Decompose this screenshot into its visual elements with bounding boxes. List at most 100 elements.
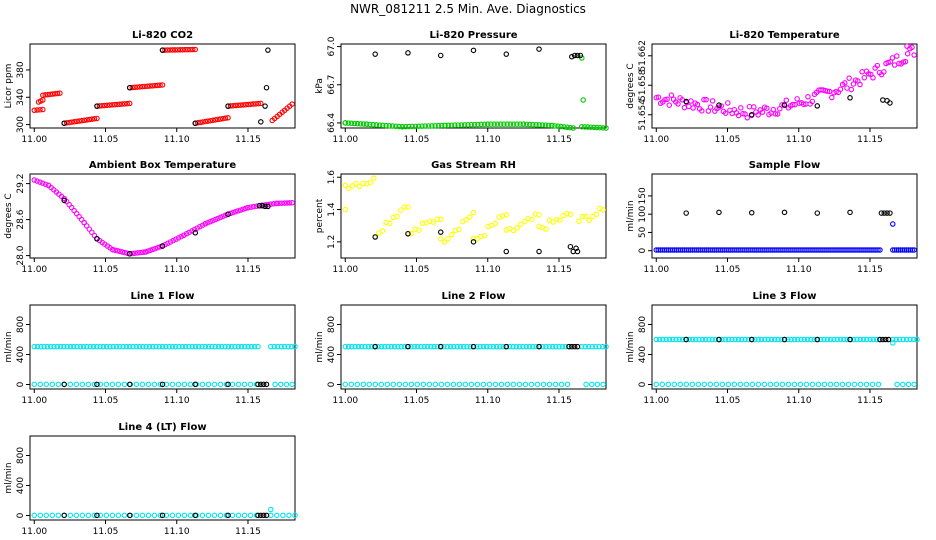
y-axis-label: Licor ppm <box>4 64 14 109</box>
data-point <box>909 247 915 253</box>
data-point <box>217 512 224 519</box>
data-point <box>701 381 708 388</box>
data-point <box>248 343 255 350</box>
data-point <box>716 102 722 108</box>
data-point <box>847 209 853 216</box>
data-point <box>401 343 408 350</box>
data-point <box>570 125 576 131</box>
data-point <box>517 121 523 127</box>
data-point <box>437 216 444 223</box>
data-point <box>197 119 204 126</box>
data-point <box>176 343 182 350</box>
data-point <box>408 343 414 350</box>
data-point <box>468 121 475 128</box>
data-point <box>147 83 153 89</box>
data-point <box>284 200 290 206</box>
data-point <box>464 343 470 350</box>
data-point <box>722 336 729 343</box>
data-point <box>779 102 785 108</box>
y-tick-label: 800 <box>16 316 26 333</box>
data-point <box>195 343 202 350</box>
data-point <box>702 336 709 343</box>
data-point <box>600 125 606 131</box>
data-point <box>192 230 199 236</box>
data-point <box>250 101 256 107</box>
data-point <box>67 343 74 350</box>
data-point <box>478 233 484 240</box>
data-point <box>534 381 541 388</box>
data-point <box>804 336 811 343</box>
data-point <box>774 111 781 117</box>
data-point <box>386 123 393 129</box>
data-point <box>510 343 516 350</box>
data-point <box>241 381 248 388</box>
data-point <box>600 381 606 388</box>
data-point <box>381 343 388 350</box>
data-point <box>516 343 523 350</box>
data-point <box>169 512 176 519</box>
data-point <box>115 381 122 388</box>
plot-frame <box>340 173 607 259</box>
data-point <box>497 121 504 127</box>
data-point <box>586 217 593 224</box>
data-point <box>74 343 80 350</box>
y-tick-label: 28.0 <box>16 245 26 265</box>
data-point <box>555 123 561 129</box>
data-point <box>354 381 361 388</box>
data-point <box>597 124 603 131</box>
data-point <box>779 381 786 388</box>
data-point <box>437 236 444 242</box>
data-point <box>286 200 293 206</box>
data-point <box>137 84 143 90</box>
data-point <box>49 512 56 519</box>
data-point <box>722 110 729 116</box>
data-point <box>831 336 837 343</box>
data-point <box>894 53 900 59</box>
data-point <box>215 343 222 350</box>
x-tick-label: 11.05 <box>93 265 119 275</box>
data-point <box>209 343 215 350</box>
data-point <box>289 200 295 206</box>
chart-title: Line 4 (LT) Flow <box>118 422 206 433</box>
x-tick-label: 11.10 <box>475 396 501 406</box>
data-point <box>285 343 291 350</box>
data-point <box>748 336 755 343</box>
data-point <box>814 210 821 216</box>
data-point <box>857 336 863 343</box>
data-point <box>409 123 415 130</box>
data-point <box>111 101 118 108</box>
data-point <box>97 381 104 388</box>
data-point <box>210 217 216 224</box>
data-point <box>362 343 368 350</box>
data-point <box>497 343 503 350</box>
data-point <box>237 207 244 213</box>
data-point <box>179 343 186 350</box>
data-point <box>564 381 571 388</box>
data-point <box>175 512 182 519</box>
data-point <box>592 343 599 350</box>
data-point <box>289 381 295 388</box>
x-tick-label: 11.05 <box>715 135 741 145</box>
data-point <box>695 381 702 388</box>
data-point <box>152 245 158 252</box>
data-point <box>31 107 38 113</box>
data-point <box>342 343 349 350</box>
data-point <box>143 343 149 350</box>
data-point <box>481 233 488 239</box>
data-point <box>222 343 228 350</box>
data-point <box>444 343 450 350</box>
data-point <box>70 343 77 350</box>
plot-frame <box>29 304 296 390</box>
data-point <box>191 226 198 233</box>
data-point <box>175 381 182 388</box>
data-point <box>498 381 505 388</box>
data-point <box>232 208 239 215</box>
data-point <box>202 343 209 350</box>
data-point <box>501 121 507 127</box>
data-point <box>225 512 231 519</box>
x-tick-label: 11.00 <box>21 527 47 537</box>
data-point <box>521 218 528 225</box>
data-point <box>106 102 113 108</box>
x-tick-label: 11.05 <box>715 265 741 275</box>
data-point <box>845 381 852 388</box>
